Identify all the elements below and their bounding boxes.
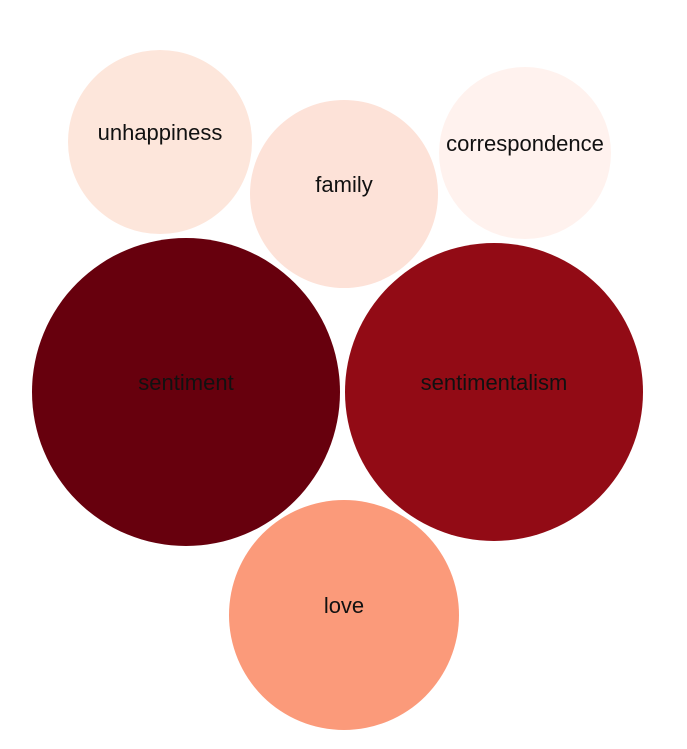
bubble-label-love: love	[324, 593, 364, 618]
bubble-label-family: family	[315, 172, 372, 197]
bubble-label-sentimentalism: sentimentalism	[421, 370, 568, 395]
bubble-sentiment	[32, 238, 340, 546]
bubble-label-unhappiness: unhappiness	[98, 120, 223, 145]
bubble-correspondence	[439, 67, 611, 239]
bubble-sentimentalism	[345, 243, 643, 541]
bubble-label-correspondence: correspondence	[446, 131, 604, 156]
bubble-label-sentiment: sentiment	[138, 370, 233, 395]
bubble-love	[229, 500, 459, 730]
bubble-unhappiness	[68, 50, 252, 234]
bubble-family	[250, 100, 438, 288]
